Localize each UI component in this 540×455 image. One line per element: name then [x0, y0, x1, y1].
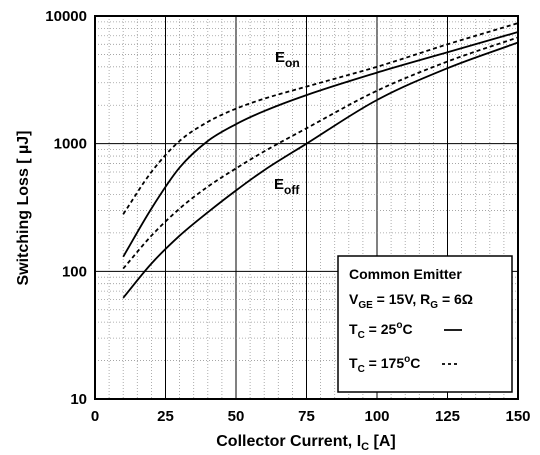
series-eoff-175c — [122, 36, 519, 270]
x-tick-label: 75 — [298, 408, 315, 425]
eon-label: Eon — [275, 49, 300, 70]
series-eoff-25c — [122, 41, 519, 299]
series-layer — [122, 22, 519, 299]
y-tick-label: 1000 — [54, 136, 87, 153]
x-tick-label: 150 — [505, 408, 530, 425]
x-tick-label: 100 — [364, 408, 389, 425]
legend-entry-25c: TC = 25oC — [349, 320, 413, 341]
legend: Common Emitter VGE = 15V, RG = 6Ω TC = 2… — [337, 255, 513, 393]
eoff-label: Eoff — [274, 176, 300, 197]
legend-conditions: VGE = 15V, RG = 6Ω — [349, 291, 473, 311]
x-tick-label: 50 — [228, 408, 245, 425]
series-eon-25c — [122, 31, 519, 258]
x-tick-labels: 0 25 50 75 100 125 150 — [91, 408, 531, 425]
x-axis-title: Collector Current, IC [A] — [216, 433, 396, 453]
y-tick-label: 10000 — [45, 8, 87, 25]
x-tick-label: 0 — [91, 408, 99, 425]
y-tick-label: 100 — [62, 263, 87, 280]
y-axis-title: Switching Loss [ µJ] — [15, 130, 32, 285]
x-axis-title-sub: C — [361, 441, 369, 453]
y-tick-labels: 10 100 1000 10000 — [45, 8, 87, 408]
legend-title: Common Emitter — [349, 266, 462, 282]
plot-frame — [94, 15, 519, 400]
legend-entry-175c: TC = 175oC — [349, 354, 420, 375]
x-tick-label: 125 — [435, 408, 460, 425]
legend-box — [337, 255, 513, 393]
series-eon-175c — [122, 22, 519, 215]
y-tick-label: 10 — [70, 391, 87, 408]
x-tick-label: 25 — [157, 408, 174, 425]
